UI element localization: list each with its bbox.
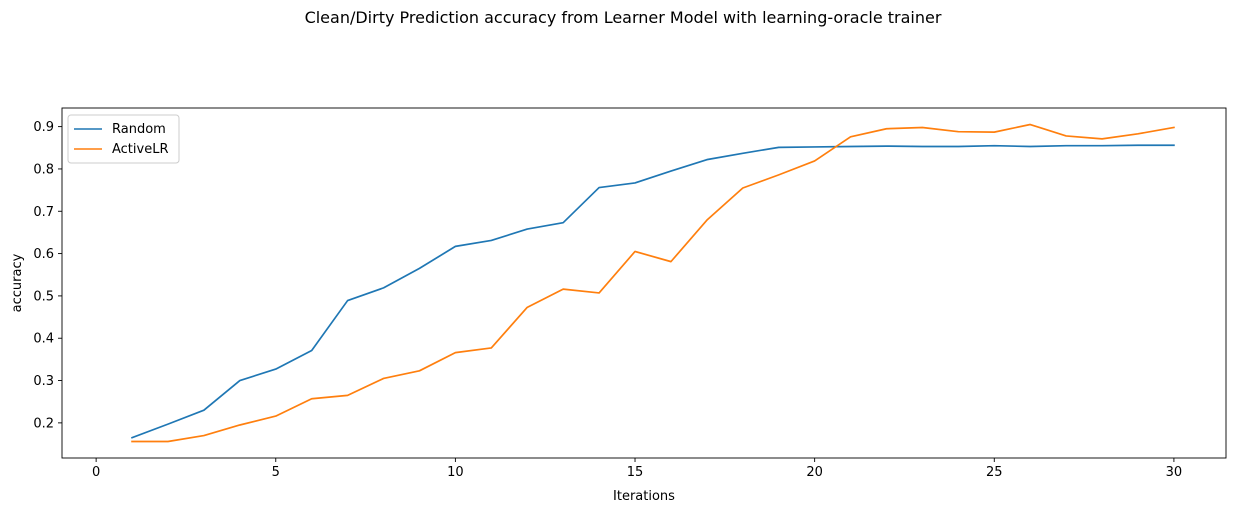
legend-label-random: Random [112, 122, 166, 137]
chart-title: Clean/Dirty Prediction accuracy from Lea… [305, 8, 942, 27]
series-line-random [130, 144, 1175, 439]
x-axis: 0 5 10 15 20 25 30 [92, 458, 1182, 480]
y-axis-label: accuracy [10, 253, 25, 312]
y-tick-label: 0.7 [33, 205, 54, 220]
x-tick-label: 5 [272, 465, 280, 480]
y-tick-label: 0.8 [33, 162, 54, 177]
x-tick-label: 0 [92, 465, 100, 480]
x-tick-label: 15 [627, 465, 644, 480]
plot-area: 0 5 10 15 20 25 30 0.2 0.3 0.4 0.5 0.6 0.7 0.8 0.9 [33, 107, 1227, 480]
series-lines [130, 123, 1175, 443]
legend-box [67, 114, 180, 164]
x-tick-label: 20 [806, 465, 823, 480]
y-tick-label: 0.6 [33, 247, 54, 262]
x-axis-label: Iterations [613, 489, 675, 504]
plot-frame [61, 107, 1227, 459]
x-tick-label: 25 [986, 465, 1003, 480]
legend-label-activelr: ActiveLR [112, 142, 169, 157]
y-axis: 0.2 0.3 0.4 0.5 0.6 0.7 0.8 0.9 [33, 120, 62, 431]
y-tick-label: 0.9 [33, 120, 54, 135]
y-tick-label: 0.5 [33, 289, 54, 304]
legend: Random ActiveLR [67, 114, 180, 164]
x-tick-label: 10 [447, 465, 464, 480]
x-tick-label: 30 [1166, 465, 1183, 480]
y-tick-label: 0.3 [33, 374, 54, 389]
y-tick-label: 0.2 [33, 416, 54, 431]
y-tick-label: 0.4 [33, 332, 54, 347]
series-line-activelr [131, 123, 1175, 443]
